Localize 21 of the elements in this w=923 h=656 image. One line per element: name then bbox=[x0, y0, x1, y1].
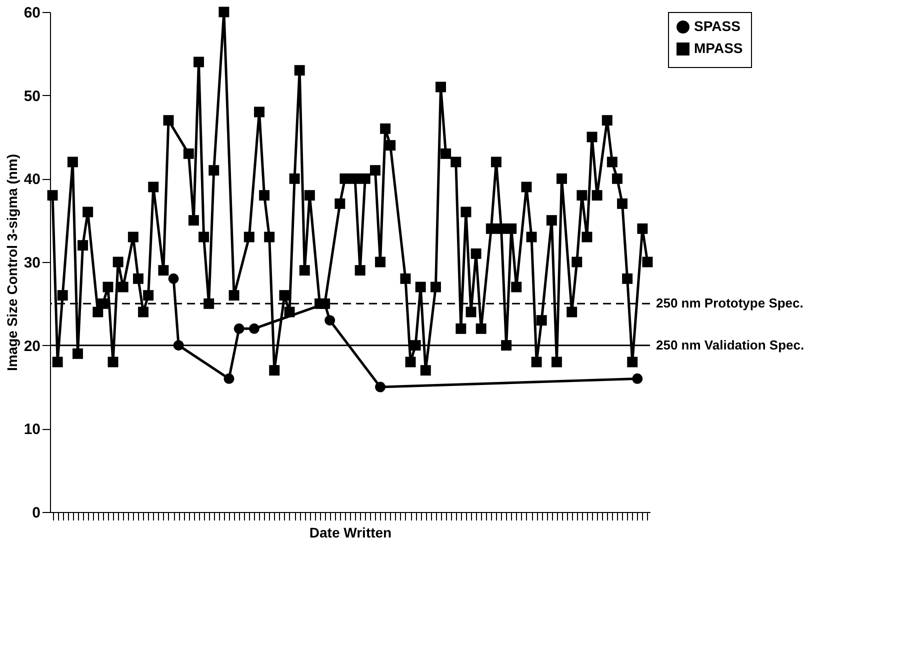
legend-label: MPASS bbox=[694, 40, 743, 56]
legend-label: SPASS bbox=[694, 18, 740, 34]
ref-line-label: 250 nm Prototype Spec. bbox=[656, 296, 804, 311]
point bbox=[375, 382, 386, 392]
y-tick-label: 60 bbox=[24, 4, 40, 22]
point bbox=[234, 323, 244, 334]
y-tick-label: 20 bbox=[24, 338, 40, 355]
x-axis-title: Date Written bbox=[309, 524, 392, 540]
y-tick-label: 30 bbox=[24, 254, 40, 272]
point bbox=[632, 373, 643, 384]
point bbox=[168, 273, 179, 284]
point bbox=[224, 373, 234, 384]
y-tick-label: 10 bbox=[24, 421, 40, 438]
ref-line-label: 250 nm Validation Spec. bbox=[656, 337, 804, 352]
point bbox=[320, 298, 330, 309]
point bbox=[248, 323, 260, 334]
point bbox=[324, 315, 336, 326]
y-tick-label: 40 bbox=[24, 171, 40, 188]
y-tick-label: 50 bbox=[24, 88, 40, 105]
y-tick-label: 0 bbox=[32, 504, 40, 522]
y-axis-title: Image Size Control 3-sigma (nm) bbox=[4, 154, 20, 372]
